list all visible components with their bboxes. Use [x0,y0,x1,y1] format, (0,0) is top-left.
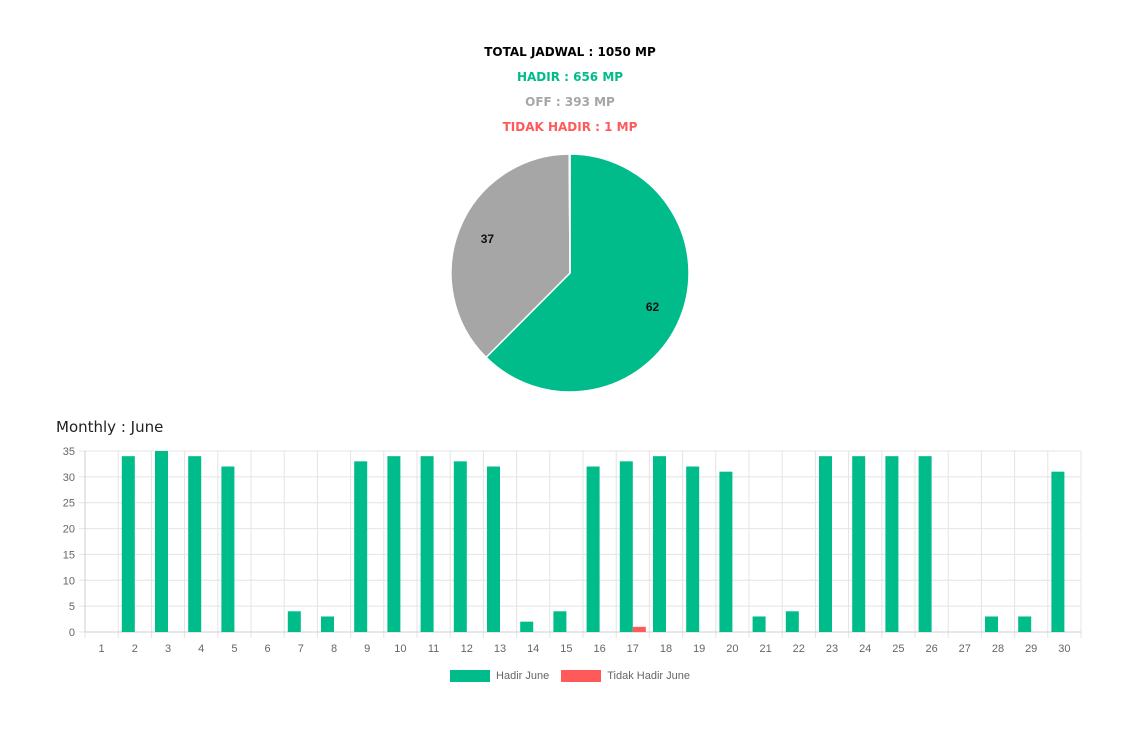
x-tick-label: 10 [394,643,406,655]
bar-hadir-16[interactable] [586,466,600,632]
bar-hadir-20[interactable] [719,471,733,632]
bar-hadir-2[interactable] [121,456,135,632]
x-tick-label: 1 [99,643,105,655]
legend-swatch-hadir [450,670,491,682]
bar-hadir-7[interactable] [287,611,301,632]
y-tick-label: 30 [63,472,75,484]
pie-slice-label-0: 62 [646,300,660,314]
attendance-pie-chart: 62 37 [450,153,690,393]
bar-hadir-29[interactable] [1018,616,1032,632]
tidak-hadir-label: TIDAK HADIR : 1 MP [502,120,638,134]
bar-hadir-22[interactable] [785,611,799,632]
x-tick-label: 12 [461,643,473,655]
x-tick-label: 30 [1058,643,1070,655]
y-tick-label: 25 [63,498,75,510]
monthly-title: Monthly : June [56,418,164,436]
off-label: OFF : 393 MP [525,95,615,109]
x-tick-label: 8 [331,643,337,655]
bar-hadir-26[interactable] [918,456,932,632]
bar-hadir-24[interactable] [852,456,866,632]
bar-hadir-17[interactable] [619,461,633,632]
x-tick-label: 21 [759,643,771,655]
legend-item-tidak-hadir[interactable]: Tidak Hadir June [561,670,690,682]
x-tick-label: 9 [364,643,370,655]
x-tick-label: 23 [826,643,838,655]
pie-slice-label-1: 37 [481,232,495,246]
y-tick-label: 20 [63,524,75,536]
x-tick-label: 26 [925,643,937,655]
x-tick-label: 16 [593,643,605,655]
hadir-label: HADIR : 656 MP [516,70,624,84]
y-tick-label: 0 [69,627,75,639]
y-tick-label: 15 [63,549,75,561]
legend-item-hadir[interactable]: Hadir June [450,670,549,682]
total-jadwal-label: TOTAL JADWAL : 1050 MP [484,45,656,59]
x-tick-label: 24 [859,643,871,655]
bar-hadir-11[interactable] [420,456,434,632]
pie-slice-2[interactable] [568,153,571,274]
x-tick-label: 22 [793,643,805,655]
legend-label-hadir: Hadir June [496,670,550,682]
pie-slice-1[interactable] [450,153,571,359]
bar-hadir-23[interactable] [819,456,832,632]
bar-hadir-18[interactable] [653,456,666,632]
x-tick-label: 14 [527,643,539,655]
bar-hadir-14[interactable] [520,621,534,632]
bar-hadir-28[interactable] [985,616,998,632]
bar-tidak-hadir-17[interactable] [632,626,646,632]
x-tick-label: 27 [959,643,971,655]
bar-hadir-15[interactable] [553,611,567,632]
x-tick-label: 17 [627,643,639,655]
x-tick-label: 28 [992,643,1004,655]
pie-slice-0[interactable] [484,153,690,393]
bar-hadir-5[interactable] [221,466,235,632]
y-tick-label: 5 [69,601,75,613]
x-tick-label: 13 [494,643,506,655]
summary-block: TOTAL JADWAL : 1050 MP HADIR : 656 MP OF… [0,42,1140,142]
x-tick-label: 5 [231,643,237,655]
bar-hadir-13[interactable] [487,466,500,632]
x-tick-label: 18 [660,643,672,655]
x-tick-label: 6 [265,643,271,655]
x-tick-label: 25 [892,643,904,655]
x-tick-label: 3 [165,643,171,655]
bar-hadir-8[interactable] [321,616,334,632]
x-tick-label: 7 [298,643,304,655]
bar-hadir-25[interactable] [885,456,899,632]
bar-hadir-21[interactable] [752,616,766,632]
legend-label-tidak-hadir: Tidak Hadir June [607,670,690,682]
bar-hadir-30[interactable] [1051,471,1065,632]
x-tick-label: 15 [560,643,572,655]
bar-hadir-10[interactable] [387,456,401,632]
x-tick-label: 11 [428,643,439,655]
bar-hadir-9[interactable] [354,461,368,632]
y-tick-label: 10 [63,575,75,587]
bar-hadir-4[interactable] [188,456,202,632]
bar-hadir-3[interactable] [155,451,168,632]
legend-swatch-tidak-hadir [561,670,602,682]
bar-hadir-19[interactable] [686,466,700,632]
x-tick-label: 20 [726,643,738,655]
bar-hadir-12[interactable] [453,461,467,632]
y-tick-label: 35 [63,446,75,458]
x-tick-label: 4 [198,643,204,655]
x-tick-label: 29 [1025,643,1037,655]
x-tick-label: 19 [693,643,705,655]
bar-legend: Hadir June Tidak Hadir June [0,670,1140,682]
x-tick-label: 2 [132,643,138,655]
